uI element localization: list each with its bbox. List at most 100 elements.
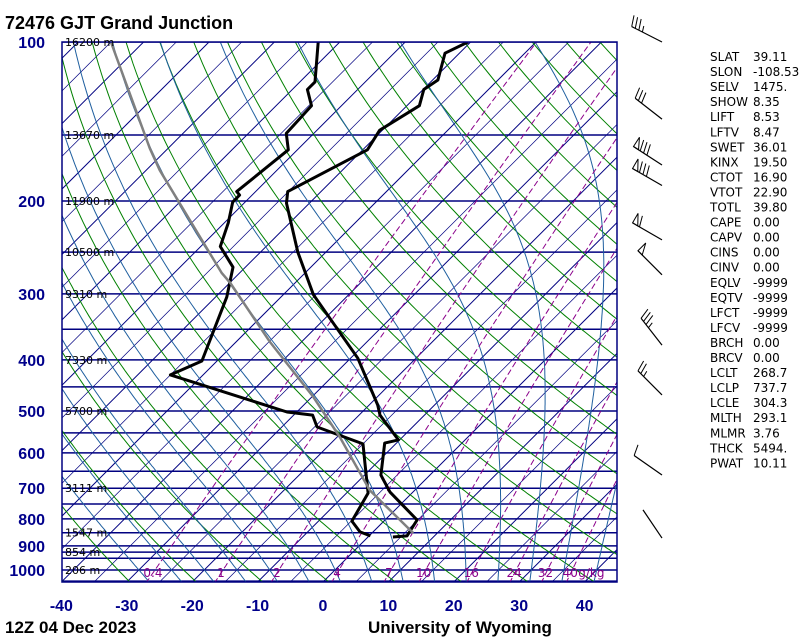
height-label: 1547 m [65, 527, 107, 540]
index-label: CAPE [710, 216, 741, 230]
moist-adiabat [62, 387, 215, 582]
temperature-tick-label: -40 [50, 598, 73, 615]
wind-barb [632, 137, 663, 166]
index-value: 293.1 [753, 411, 787, 425]
index-row: SELV 1475. [710, 80, 787, 94]
index-value: 268.7 [753, 366, 787, 380]
index-value: 5494. [753, 441, 787, 455]
index-value: -9999 [753, 276, 788, 290]
mixing-ratio-line [466, 314, 617, 582]
dry-adiabat [193, 42, 617, 515]
pressure-tick-label: 700 [18, 481, 45, 498]
temperature-tick-label: 20 [445, 598, 463, 615]
isotherm-line [62, 42, 603, 582]
mixing-ratio-label: 2 [273, 566, 281, 580]
index-value: 19.50 [753, 155, 787, 169]
index-value: -9999 [753, 291, 788, 305]
index-row: CINV 0.00 [710, 261, 780, 275]
wind-barb [640, 308, 663, 346]
index-label: EQTV [710, 291, 743, 305]
temperature-tick-label: -30 [115, 598, 138, 615]
temperature-tick-label: -10 [246, 598, 269, 615]
isotherm-line [453, 418, 617, 582]
chart-title: 72476 GJT Grand Junction [5, 13, 233, 33]
index-row: LFCV -9999 [710, 321, 788, 335]
mixing-ratio-line [214, 42, 592, 582]
mixing-ratio-line [270, 66, 617, 582]
temperature-trace [285, 42, 469, 539]
index-label: THCK [709, 441, 744, 455]
wind-barb [642, 509, 663, 539]
temperature-tick-label: 0 [319, 598, 328, 615]
isotherm-line [0, 30, 57, 583]
index-value: 39.11 [753, 50, 787, 64]
index-label: LFTV [710, 125, 740, 139]
isotherm-line [0, 30, 25, 583]
index-value: 39.80 [753, 201, 787, 215]
index-label: SLAT [710, 50, 740, 64]
pressure-tick-label: 600 [18, 446, 45, 463]
mixing-ratio-label: 4 [333, 566, 341, 580]
index-value: 36.01 [753, 140, 787, 154]
isotherm-line [62, 42, 504, 484]
height-label: 206 m [65, 564, 100, 577]
dry-adiabat [62, 266, 330, 582]
dry-adiabat [125, 42, 596, 582]
index-value: 8.47 [753, 125, 780, 139]
index-value: 0.00 [753, 261, 780, 275]
index-row: LFCT -9999 [710, 306, 788, 320]
index-label: LCLE [710, 396, 739, 410]
footer-time: 12Z 04 Dec 2023 [5, 618, 136, 637]
moist-adiabat [219, 42, 467, 582]
height-label: 9310 m [65, 288, 107, 301]
index-label: BRCV [710, 351, 743, 365]
index-value: 0.00 [753, 336, 780, 350]
wind-barb [631, 213, 663, 241]
pressure-tick-label: 800 [18, 512, 45, 529]
moist-adiabat [534, 42, 605, 582]
mixing-ratio-label: 24 [507, 566, 522, 580]
isotherm-line [62, 42, 570, 550]
index-value: 10.11 [753, 456, 787, 470]
dry-adiabat [260, 42, 617, 435]
wind-barb [637, 242, 663, 276]
index-value: 737.7 [753, 381, 787, 395]
dry-adiabat [62, 350, 264, 582]
index-value: 304.3 [753, 396, 787, 410]
index-value: 0.00 [753, 351, 780, 365]
index-label: LFCT [710, 306, 740, 320]
isotherm-line [62, 42, 308, 288]
index-row: LCLP 737.7 [710, 381, 787, 395]
moist-adiabat [62, 214, 310, 582]
index-row: THCK 5494. [709, 441, 787, 455]
wind-barb [631, 15, 663, 43]
wind-barb [631, 158, 663, 187]
index-row: CINS 0.00 [710, 246, 780, 260]
index-label: LCLP [710, 381, 739, 395]
index-row: TOTL 39.80 [709, 201, 787, 215]
moist-adiabat [62, 338, 247, 582]
height-label: 854 m [65, 546, 100, 559]
index-row: MLMR 3.76 [710, 426, 780, 440]
height-label: 11900 m [65, 195, 114, 208]
temperature-tick-label: 10 [380, 598, 398, 615]
isotherm-line [62, 42, 243, 223]
index-row: EQTV -9999 [710, 291, 788, 305]
dry-adiabat [62, 505, 131, 582]
wind-barb [633, 444, 663, 476]
index-label: CAPV [710, 231, 743, 245]
mixing-ratio-label: 1 [217, 566, 225, 580]
index-row: BRCV 0.00 [710, 351, 780, 365]
isotherm-line [62, 42, 145, 125]
isotherm-line [486, 451, 617, 582]
isotherm-line [62, 42, 406, 386]
index-row: PWAT 10.11 [710, 456, 787, 470]
index-row: LIFT 8.53 [710, 110, 780, 124]
moist-adiabat [297, 42, 502, 582]
height-label: 5700 m [65, 405, 107, 418]
mixing-ratio-label: 7 [385, 566, 393, 580]
isotherm-line [289, 254, 617, 582]
index-value: -9999 [753, 321, 788, 335]
